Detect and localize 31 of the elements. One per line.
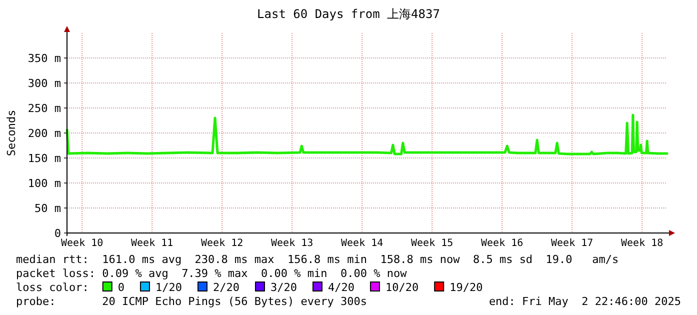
legend-label: 0 xyxy=(118,281,124,294)
y-tick-label: 350 m xyxy=(28,52,62,65)
y-tick-label: 300 m xyxy=(28,77,62,90)
legend-label: 4/20 xyxy=(328,281,354,294)
x-tick-label: Week 11 xyxy=(131,238,174,249)
text: median rtt: 161.0 ms avg 230.8 ms max 156.8 ms min 158.8 ms now 8.5 ms sd 19.0 am/s xyxy=(16,253,619,266)
legend-label: 10/20 xyxy=(385,281,419,294)
y-tick-label: 150 m xyxy=(28,152,62,165)
x-tick-label: Week 16 xyxy=(481,238,524,249)
chart-title: Last 60 Days from 上海4837 xyxy=(257,7,440,21)
x-tick-label: Week 14 xyxy=(341,238,384,249)
y-tick-label: 250 m xyxy=(28,102,62,115)
legend-label: 2/20 xyxy=(212,281,240,294)
legend-label: 1/20 xyxy=(155,281,182,294)
x-tick-label: Week 13 xyxy=(271,238,314,249)
text: end: Fri May 2 22:46:00 2025 xyxy=(488,295,681,308)
x-tick-label: Week 15 xyxy=(411,238,454,249)
y-tick-label: 100 m xyxy=(28,177,62,190)
y-tick-label: 50 m xyxy=(34,202,62,215)
legend-title: loss color: xyxy=(16,281,89,294)
x-tick-label: Week 12 xyxy=(201,238,244,249)
y-tick-label: 0 xyxy=(54,227,61,240)
text: probe: 20 ICMP Echo Pings (56 Bytes) every 300s xyxy=(16,295,367,308)
x-tick-label: Week 10 xyxy=(61,238,104,249)
x-tick-label: Week 18 xyxy=(621,238,664,249)
text: packet loss: 0.09 % avg 7.39 % max 0.00 % min 0.00 % now xyxy=(16,267,408,280)
x-tick-label: Week 17 xyxy=(551,238,594,249)
legend-label: 19/20 xyxy=(450,281,483,294)
y-axis-title: Seconds xyxy=(5,110,18,156)
legend-label: 3/20 xyxy=(270,281,297,294)
y-tick-label: 200 m xyxy=(28,127,62,140)
